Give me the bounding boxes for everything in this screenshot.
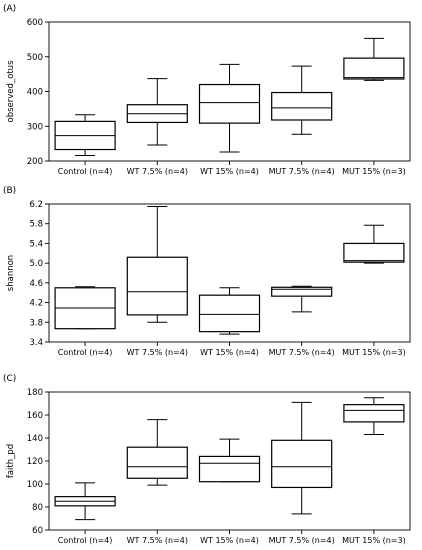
box-5 <box>343 224 405 264</box>
x-tick-label: WT 7.5% (n=4) <box>127 348 188 357</box>
box-3 <box>198 63 261 153</box>
y-tick-label: 300 <box>27 122 43 132</box>
chart-panel-3: (C) 60 80 100 120 140 160 180 faith_pd Control (n… <box>3 374 411 545</box>
y-tick-label: 200 <box>27 157 43 167</box>
y-tick-label: 60 <box>32 526 43 536</box>
box-iqr <box>198 455 261 483</box>
x-tick-label: MUT 15% (n=3) <box>342 348 406 357</box>
y-tick-label: 4.6 <box>29 279 43 289</box>
box-3 <box>198 438 261 483</box>
chart-panel-2: (B) 3.4 3.8 4.2 4.6 5.0 5.4 5.8 6.2 shannon Contro… <box>3 186 411 357</box>
y-tick-label: 80 <box>32 503 43 513</box>
y-tick-label: 120 <box>27 457 43 467</box>
box-4 <box>271 65 333 135</box>
x-tick-label: WT 7.5% (n=4) <box>127 167 188 176</box>
x-tick-label: Control (n=4) <box>58 167 113 176</box>
y-tick-label: 400 <box>27 88 43 98</box>
y-tick-label: 5.0 <box>29 259 43 269</box>
x-tick-label: WT 15% (n=4) <box>200 167 259 176</box>
box-5 <box>343 397 405 436</box>
box-2 <box>126 419 188 486</box>
box-iqr <box>126 446 188 479</box>
x-tick-label: WT 7.5% (n=4) <box>127 536 188 545</box>
y-tick-label: 6.2 <box>29 200 43 210</box>
box-5 <box>343 37 405 81</box>
x-tick-label: WT 15% (n=4) <box>200 536 259 545</box>
box-3 <box>198 287 261 335</box>
y-tick-label: 180 <box>27 388 43 398</box>
x-tick-label: MUT 7.5% (n=4) <box>269 167 335 176</box>
y-axis-label: shannon <box>6 255 16 291</box>
box-iqr <box>343 242 405 263</box>
x-tick-label: MUT 15% (n=3) <box>342 536 406 545</box>
x-tick-label: MUT 7.5% (n=4) <box>269 536 335 545</box>
box-iqr <box>271 91 333 121</box>
box-4 <box>271 285 333 313</box>
box-2 <box>126 78 188 146</box>
y-tick-label: 5.4 <box>29 239 43 249</box>
x-tick-label: Control (n=4) <box>58 536 113 545</box>
y-tick-label: 500 <box>27 53 43 63</box>
x-tick-label: Control (n=4) <box>58 348 113 357</box>
x-tick-label: MUT 15% (n=3) <box>342 167 406 176</box>
box-1 <box>54 114 116 156</box>
panel-label: (C) <box>3 374 16 384</box>
y-tick-label: 600 <box>27 18 43 28</box>
y-tick-label: 3.8 <box>29 318 43 328</box>
box-iqr <box>126 256 188 316</box>
y-tick-label: 160 <box>27 411 43 421</box>
y-tick-label: 3.4 <box>29 338 43 348</box>
box-iqr <box>198 294 261 333</box>
box-iqr <box>271 439 333 489</box>
y-axis-label: faith_pd <box>6 444 16 478</box>
box-4 <box>271 401 333 515</box>
y-tick-label: 140 <box>27 434 43 444</box>
box-iqr <box>271 286 333 297</box>
box-2 <box>126 205 188 323</box>
chart-panel-1: (A) 200 300 400 500 600 observed_otus Control (… <box>3 4 411 176</box>
box-1 <box>54 286 116 330</box>
panel-label: (B) <box>3 186 16 196</box>
box-iqr <box>343 57 405 80</box>
y-axis-label: observed_otus <box>6 60 16 123</box>
box-1 <box>54 482 116 521</box>
y-tick-label: 4.2 <box>29 299 43 309</box>
box-iqr <box>198 83 261 124</box>
y-tick-label: 5.8 <box>29 220 43 230</box>
box-iqr <box>343 404 405 423</box>
x-tick-label: MUT 7.5% (n=4) <box>269 348 335 357</box>
x-tick-label: WT 15% (n=4) <box>200 348 259 357</box>
panel-label: (A) <box>3 4 16 14</box>
y-tick-label: 100 <box>27 480 43 490</box>
